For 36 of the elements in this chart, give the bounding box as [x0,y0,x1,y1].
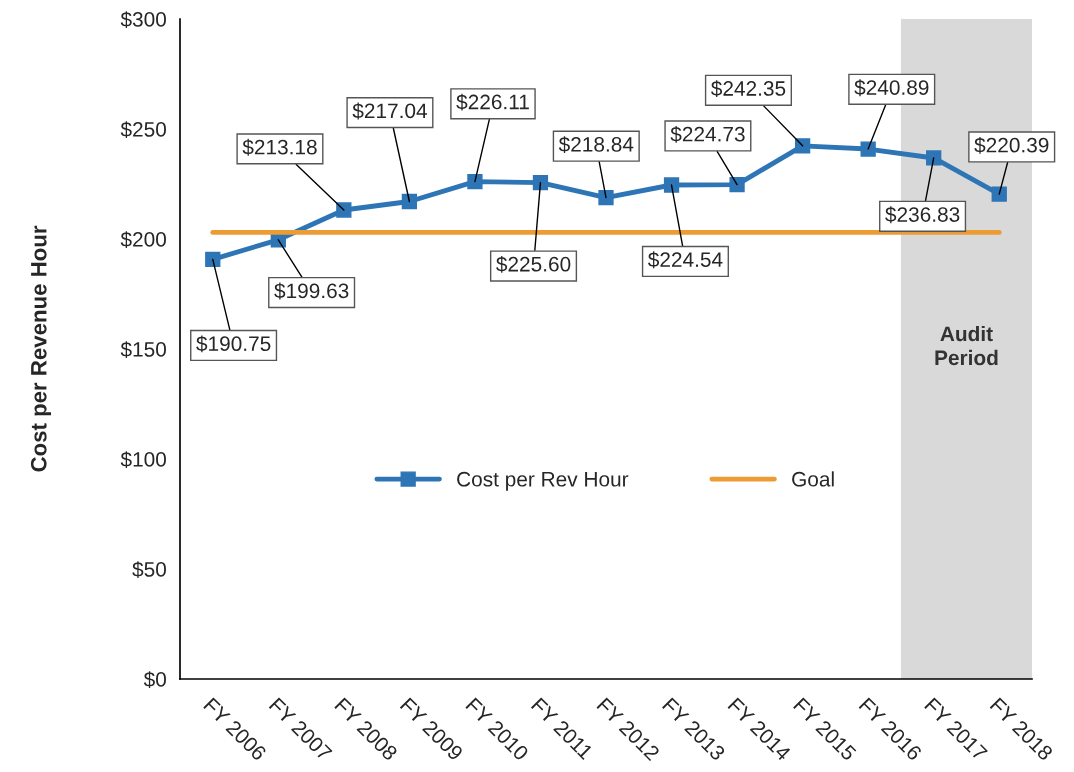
y-axis-title: Cost per Revenue Hour [30,225,52,472]
y-tick-label: $300 [120,11,166,28]
point [926,150,942,166]
data-label: $224.73 [670,125,745,143]
legend-label: Goal [792,471,834,487]
point [401,193,418,210]
data-label: $240.89 [854,79,929,97]
point [794,138,811,154]
point [205,251,221,267]
point [860,141,876,157]
data-label: $213.18 [242,138,317,156]
data-label: $190.75 [196,335,271,353]
data-label: $236.83 [885,206,960,224]
point [532,175,549,191]
data-label: $226.11 [456,93,529,111]
y-tick-label: $150 [120,341,166,358]
data-label: $224.54 [648,251,723,269]
y-tick-label: $50 [132,561,166,578]
point [729,176,745,193]
y-tick-label: $200 [120,231,166,248]
point [598,189,614,206]
legend-label: Cost per Rev Hour [457,471,629,491]
data-label: $220.39 [974,136,1049,154]
point [336,202,352,218]
data-label: $199.63 [274,282,349,300]
point [467,173,483,190]
y-tick-label: $250 [120,121,166,138]
data-label: $225.60 [496,255,571,273]
data-label: $217.04 [352,102,427,120]
band-label: Audit Period [935,325,998,366]
data-label: $218.84 [558,136,634,153]
y-tick-label: $0 [143,671,166,688]
y-tick-label: $100 [120,451,166,468]
point [663,177,680,193]
data-label: $242.35 [711,80,786,98]
point [991,186,1007,202]
